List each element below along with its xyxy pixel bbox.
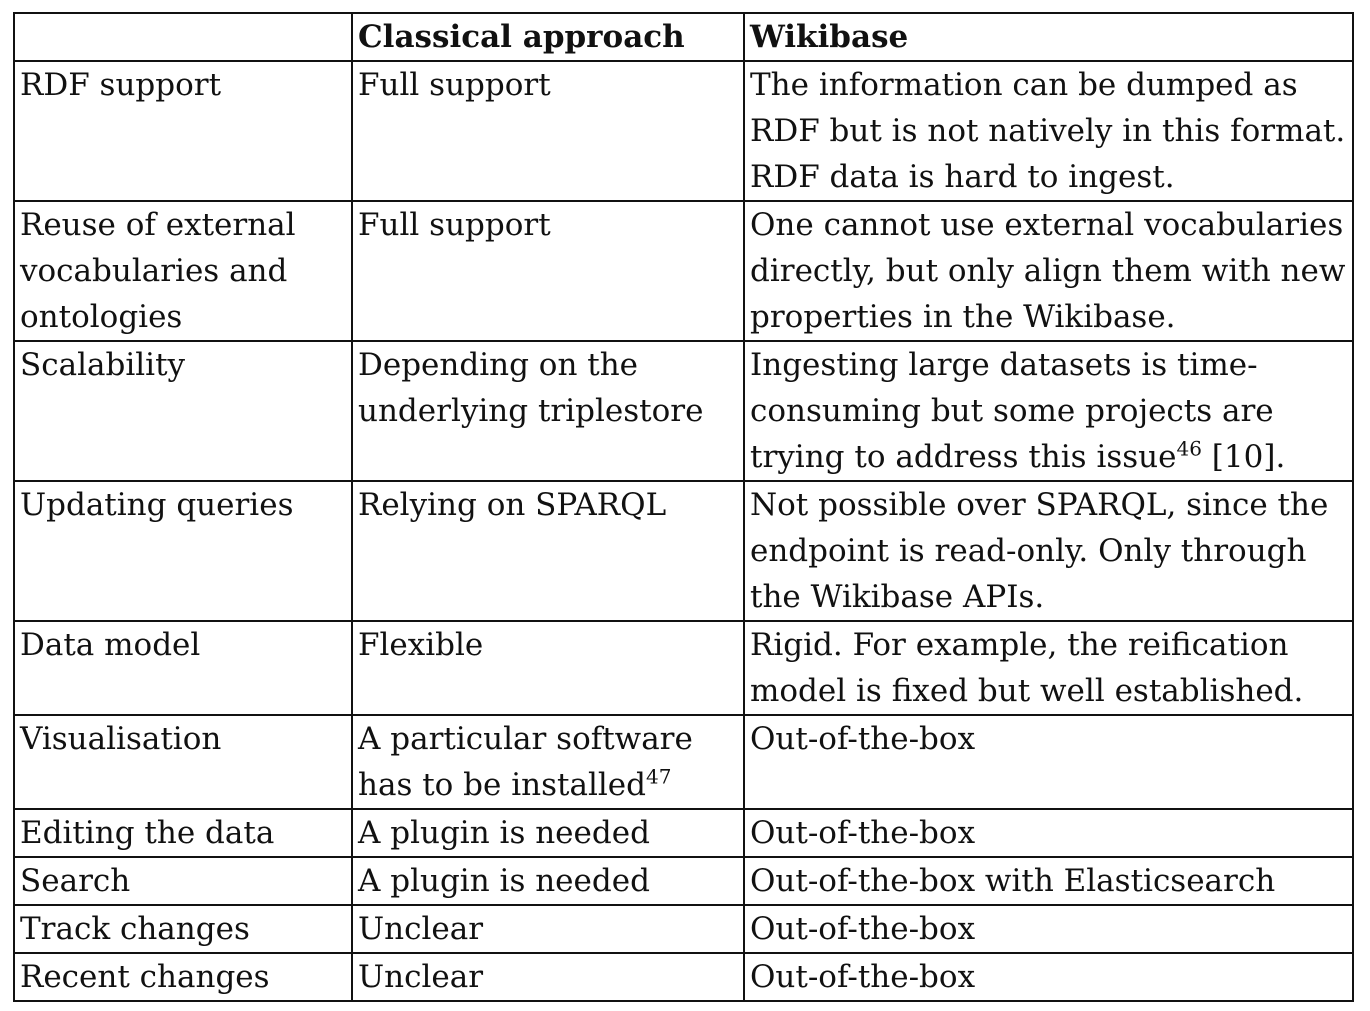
wikibase-text: Out-of-the-box <box>750 911 976 947</box>
feature-text: Updating queries <box>20 487 294 523</box>
classical-text: Flexible <box>358 627 484 663</box>
feature-text: Track changes <box>20 911 250 947</box>
classical-cell: A particular software has to be installe… <box>351 714 745 810</box>
feature-text: Recent changes <box>20 959 270 995</box>
feature-cell: Visualisation <box>13 714 353 810</box>
wikibase-text: Out-of-the-box <box>750 721 976 757</box>
feature-cell: Reuse of external vocabularies and ontol… <box>13 200 353 342</box>
wikibase-text: Rigid. For example, the reification mode… <box>750 627 1304 709</box>
classical-text: Relying on SPARQL <box>358 487 667 523</box>
classical-text: A plugin is needed <box>358 863 650 899</box>
feature-cell: Data model <box>13 620 353 716</box>
feature-text: Search <box>20 863 131 899</box>
wikibase-cell: Out-of-the-box with Elasticsearch <box>743 856 1354 906</box>
wikibase-cell: Out-of-the-box <box>743 808 1354 858</box>
classical-text: Depending on the underlying triplestore <box>358 347 704 429</box>
table-row: Editing the data A plugin is needed Out-of… <box>13 808 1354 858</box>
wikibase-text: Not possible over SPARQL, since the endp… <box>750 487 1329 615</box>
footnote-marker: 47 <box>645 764 672 789</box>
wikibase-cell: The information can be dumped as RDF but… <box>743 60 1354 202</box>
header-classical: Classical approach <box>351 12 745 62</box>
classical-cell: A plugin is needed <box>351 808 745 858</box>
feature-cell: Recent changes <box>13 952 353 1002</box>
feature-cell: Search <box>13 856 353 906</box>
table-row: Reuse of external vocabularies and ontol… <box>13 200 1354 342</box>
wikibase-text: Ingesting large datasets is time-consumi… <box>750 347 1274 475</box>
wikibase-text: Out-of-the-box with Elasticsearch <box>750 863 1276 899</box>
wikibase-text: One cannot use external vocabularies dir… <box>750 207 1346 335</box>
wikibase-cell: Out-of-the-box <box>743 714 1354 810</box>
table-row: Visualisation A particular software has t… <box>13 714 1354 810</box>
table-row: Track changes Unclear Out-of-the-box <box>13 904 1354 954</box>
wikibase-cell: Not possible over SPARQL, since the endp… <box>743 480 1354 622</box>
wikibase-cell: One cannot use external vocabularies dir… <box>743 200 1354 342</box>
table-row: Recent changes Unclear Out-of-the-box <box>13 952 1354 1002</box>
classical-text: Full support <box>358 207 551 243</box>
wikibase-text: Out-of-the-box <box>750 815 976 851</box>
header-wikibase: Wikibase <box>743 12 1354 62</box>
citation-ref: [10]. <box>1201 439 1286 475</box>
feature-text: Editing the data <box>20 815 275 851</box>
classical-cell: Flexible <box>351 620 745 716</box>
feature-text: RDF support <box>20 67 222 103</box>
feature-text: Reuse of external vocabularies and ontol… <box>20 207 296 335</box>
table-row: RDF support Full support The information c… <box>13 60 1354 202</box>
wikibase-text: The information can be dumped as RDF but… <box>750 67 1346 195</box>
classical-text: Unclear <box>358 911 484 947</box>
classical-cell: Unclear <box>351 904 745 954</box>
feature-cell: Updating queries <box>13 480 353 622</box>
classical-cell: Full support <box>351 60 745 202</box>
table-row: Updating queries Relying on SPARQL Not pos… <box>13 480 1354 622</box>
table-row: Search A plugin is needed Out-of-the-box w… <box>13 856 1354 906</box>
feature-text: Scalability <box>20 347 186 383</box>
wikibase-text: Out-of-the-box <box>750 959 976 995</box>
header-feature <box>13 12 353 62</box>
classical-cell: Unclear <box>351 952 745 1002</box>
table-row: Scalability Depending on the underlying t… <box>13 340 1354 482</box>
comparison-table: Classical approach Wikibase RDF support F… <box>13 12 1354 1002</box>
classical-cell: Relying on SPARQL <box>351 480 745 622</box>
table-header-row: Classical approach Wikibase <box>13 12 1354 62</box>
classical-text: A plugin is needed <box>358 815 650 851</box>
feature-text: Data model <box>20 627 201 663</box>
classical-text: A particular software has to be installe… <box>358 721 693 803</box>
feature-cell: Track changes <box>13 904 353 954</box>
wikibase-cell: Ingesting large datasets is time-consumi… <box>743 340 1354 482</box>
feature-text: Visualisation <box>20 721 222 757</box>
classical-text: Unclear <box>358 959 484 995</box>
classical-cell: A plugin is needed <box>351 856 745 906</box>
feature-cell: RDF support <box>13 60 353 202</box>
footnote-marker: 46 <box>1176 436 1202 461</box>
classical-text: Full support <box>358 67 551 103</box>
feature-cell: Scalability <box>13 340 353 482</box>
wikibase-cell: Rigid. For example, the reification mode… <box>743 620 1354 716</box>
wikibase-cell: Out-of-the-box <box>743 952 1354 1002</box>
table-body: RDF support Full support The information c… <box>13 60 1354 1002</box>
wikibase-cell: Out-of-the-box <box>743 904 1354 954</box>
feature-cell: Editing the data <box>13 808 353 858</box>
classical-cell: Depending on the underlying triplestore <box>351 340 745 482</box>
classical-cell: Full support <box>351 200 745 342</box>
table-row: Data model Flexible Rigid. For example, th… <box>13 620 1354 716</box>
